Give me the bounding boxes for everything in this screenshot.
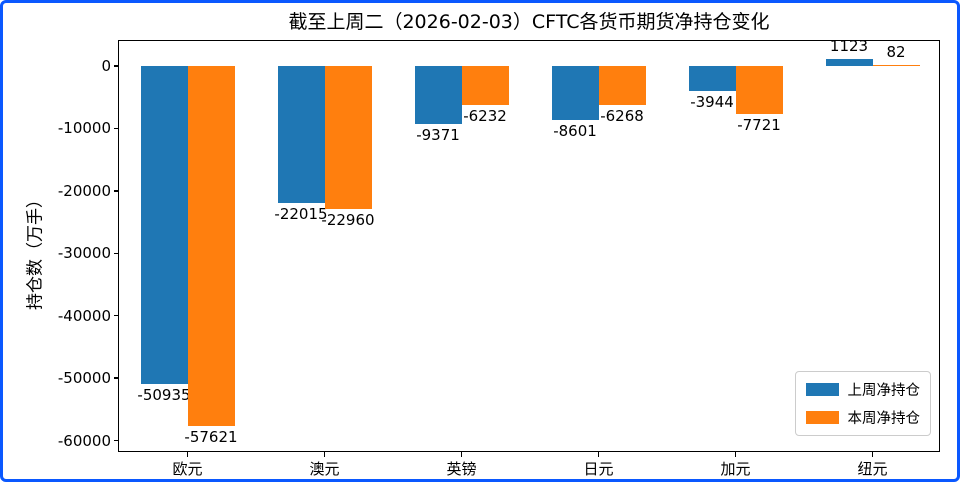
- bar-加元-本周净持仓: [735, 65, 783, 115]
- bar-加元-上周净持仓: [688, 65, 736, 91]
- legend-label: 本周净持仓: [847, 411, 921, 427]
- bar-日元-本周净持仓: [598, 65, 646, 106]
- legend-swatch: [805, 411, 839, 424]
- bar-value-label: -3944: [690, 92, 734, 111]
- bar-欧元-上周净持仓: [140, 65, 188, 384]
- y-tick-label: -10000: [57, 119, 111, 138]
- y-tick-mark: [114, 252, 119, 254]
- y-tick-label: -20000: [57, 181, 111, 200]
- x-tick-mark: [323, 452, 326, 457]
- x-tick-mark: [460, 452, 463, 457]
- bar-澳元-上周净持仓: [277, 65, 325, 204]
- x-tick-mark: [871, 452, 874, 457]
- bar-value-label: -6232: [463, 106, 507, 125]
- bar-纽元-本周净持仓: [872, 65, 920, 66]
- bar-纽元-上周净持仓: [825, 58, 873, 66]
- bar-value-label: -22015: [274, 205, 328, 224]
- x-tick-mark: [734, 452, 737, 457]
- y-tick-mark: [114, 377, 119, 379]
- y-tick-mark: [114, 314, 119, 317]
- y-tick-mark: [114, 127, 119, 130]
- x-tick-label: 欧元: [172, 460, 203, 478]
- y-tick-mark: [114, 65, 119, 67]
- y-tick-label: -60000: [57, 431, 111, 450]
- x-tick-mark: [186, 452, 189, 457]
- legend-item: 上周净持仓: [805, 379, 921, 400]
- bar-英镑-本周净持仓: [461, 65, 509, 105]
- x-tick-label: 加元: [720, 460, 751, 478]
- bar-value-label: -8601: [553, 121, 597, 140]
- x-tick-label: 英镑: [446, 460, 477, 478]
- bar-value-label: -22960: [321, 211, 375, 230]
- bar-英镑-上周净持仓: [414, 65, 462, 125]
- y-tick-label: -50000: [57, 369, 111, 388]
- legend: 上周净持仓本周净持仓: [794, 371, 931, 436]
- y-tick-label: -30000: [57, 244, 111, 263]
- x-tick-mark: [597, 452, 600, 457]
- x-tick-label: 日元: [583, 460, 614, 478]
- legend-label: 上周净持仓: [847, 383, 921, 399]
- x-tick-label: 纽元: [857, 460, 888, 478]
- bar-澳元-本周净持仓: [324, 65, 372, 210]
- bar-value-label: 1123: [829, 36, 869, 55]
- legend-swatch: [805, 383, 839, 396]
- bar-value-label: -9371: [416, 126, 460, 145]
- bar-欧元-本周净持仓: [187, 65, 235, 426]
- x-tick-label: 澳元: [309, 460, 340, 478]
- chart-title: 截至上周二（2026-02-03）CFTC各货币期货净持仓变化: [288, 11, 770, 33]
- bar-value-label: -50935: [137, 385, 191, 404]
- bar-日元-上周净持仓: [551, 65, 599, 120]
- y-tick-label: -40000: [57, 306, 111, 325]
- plot-area: 上周净持仓本周净持仓 0 -10000 -20000 -30000 -40000 -500…: [58, 36, 940, 478]
- bar-value-label: 82: [886, 43, 906, 62]
- y-tick-label: 0: [101, 56, 111, 75]
- legend-item: 本周净持仓: [805, 407, 921, 428]
- bar-value-label: -7721: [737, 116, 781, 135]
- y-tick-mark: [114, 439, 119, 442]
- y-tick-mark: [114, 190, 119, 192]
- bar-value-label: -57621: [184, 427, 238, 446]
- bar-value-label: -6268: [600, 107, 644, 126]
